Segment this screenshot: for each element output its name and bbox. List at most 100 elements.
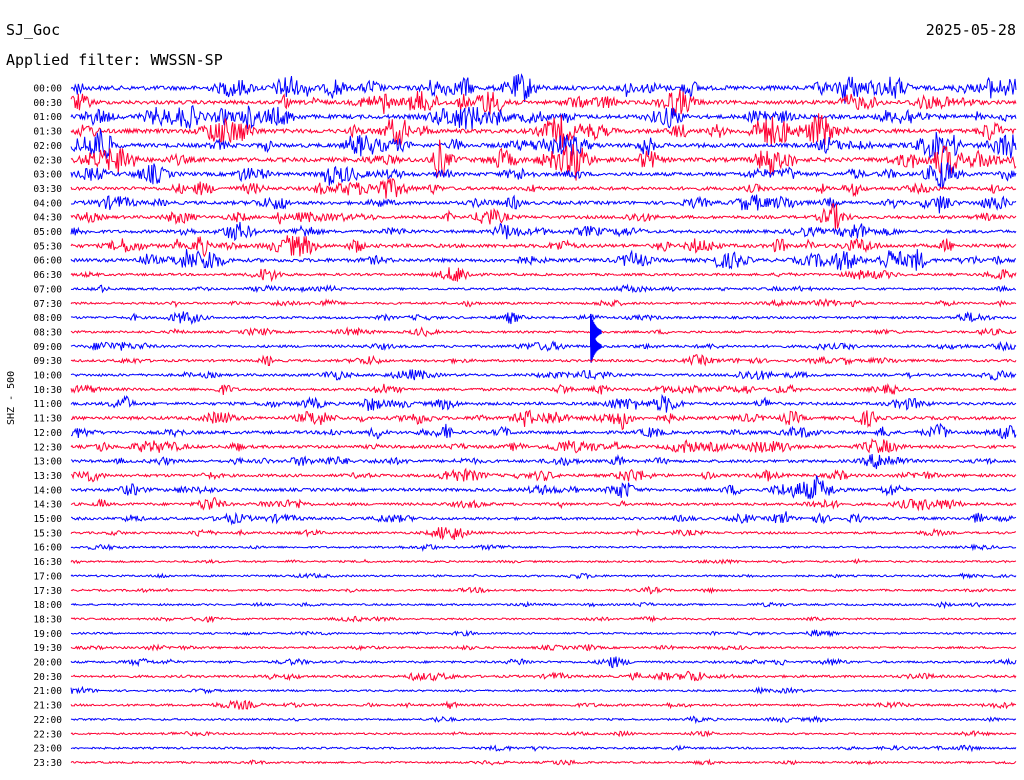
trace-line [70,326,1017,338]
filter-label: Applied filter: WWSSN-SP [6,51,223,69]
trace-line [70,235,1017,258]
time-label: 01:30 [33,127,62,138]
event-spike [590,328,602,363]
time-label: 15:00 [33,514,62,525]
time-label: 04:00 [33,198,62,209]
time-label: 09:30 [33,356,62,367]
time-label: 19:00 [33,629,62,640]
trace-line [70,628,1017,638]
time-label: 02:30 [33,155,62,166]
time-label: 06:30 [33,270,62,281]
trace-line [70,267,1017,283]
station-name: SJ_Goc [6,21,61,39]
time-label: 19:30 [33,643,62,654]
time-label: 05:30 [33,241,62,252]
time-label: 00:30 [33,98,62,109]
trace-line [70,369,1017,381]
trace-line [70,572,1017,580]
trace-line [70,139,1017,181]
time-label: 05:00 [33,227,62,238]
trace-line [70,249,1017,271]
trace-line [70,104,1017,130]
time-label: 03:30 [33,184,62,195]
time-label: 11:30 [33,414,62,425]
time-label: 08:30 [33,327,62,338]
time-label: 22:00 [33,715,62,726]
time-label: 08:00 [33,313,62,324]
time-label: 16:30 [33,557,62,568]
time-label: 12:00 [33,428,62,439]
time-label: 10:30 [33,385,62,396]
time-label: 02:00 [33,141,62,152]
trace-line [70,89,1017,116]
time-label: 18:30 [33,614,62,625]
time-label: 07:30 [33,299,62,310]
time-label: 21:30 [33,701,62,712]
time-label: 13:30 [33,471,62,482]
trace-line [70,656,1017,669]
time-label: 06:00 [33,256,62,267]
time-label: 23:00 [33,744,62,755]
record-date: 2025-05-28 [925,21,1016,39]
time-label: 22:30 [33,729,62,740]
trace-line [70,526,1017,541]
trace-line [70,194,1017,214]
trace-line [70,699,1017,710]
trace-line [70,283,1016,294]
time-label: 14:30 [33,500,62,511]
trace-line [70,393,1017,413]
time-label: 04:30 [33,213,62,224]
time-label: 13:00 [33,457,62,468]
time-labels: 00:00 00:30 01:00 01:30 02:00 02:30 03:00 03:30… [33,84,62,769]
trace-line [70,221,1017,242]
trace-line [70,685,1017,695]
trace-line [70,129,1017,160]
trace-line [70,511,1017,526]
trace-line [70,585,1017,595]
trace-line [70,496,1017,512]
trace-line [70,467,1017,483]
time-label: 01:00 [33,112,62,123]
trace-line [70,543,1017,552]
time-label: 21:00 [33,686,62,697]
trace-line [70,202,1017,230]
time-label: 18:00 [33,600,62,611]
trace-line [70,311,1017,326]
trace-line [71,422,1017,440]
trace-line [70,453,1017,470]
time-label: 12:30 [33,442,62,453]
trace-line [70,729,1017,738]
trace-line [70,177,1017,199]
time-label: 20:30 [33,672,62,683]
trace-line [70,670,1017,682]
trace-line [70,73,1017,104]
time-label: 00:00 [33,84,62,95]
time-label: 11:00 [33,399,62,410]
time-label: 16:00 [33,543,62,554]
trace-line [70,354,1017,367]
trace-line [70,409,1017,431]
time-label: 15:30 [33,528,62,539]
trace-line [70,557,1017,565]
time-label: 14:00 [33,485,62,496]
trace-line [70,475,1017,500]
trace-line [70,715,1017,725]
time-label: 07:00 [33,284,62,295]
time-label: 17:00 [33,571,62,582]
trace-line [70,744,1017,753]
trace-line [70,758,1017,766]
trace-line [70,614,1017,624]
time-label: 20:00 [33,658,62,669]
trace-line [70,643,1017,652]
time-label: 03:00 [33,170,62,181]
trace-line [70,297,1017,309]
time-label: 23:30 [33,758,62,769]
trace-line [70,340,1017,352]
trace-line [70,113,1017,150]
trace-line [70,383,1017,396]
trace-line [70,162,1017,189]
trace-line [70,437,1017,454]
time-label: 09:00 [33,342,62,353]
time-label: 17:30 [33,586,62,597]
